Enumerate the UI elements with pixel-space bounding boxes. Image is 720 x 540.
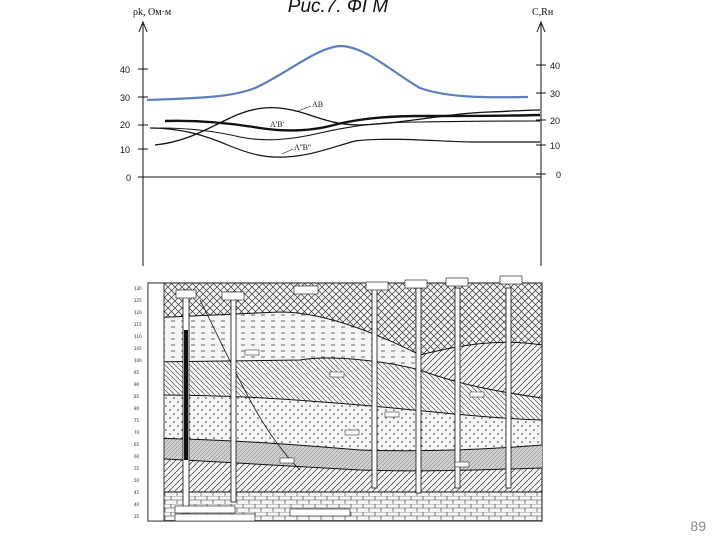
geological-section <box>147 275 543 522</box>
curve-ab2 <box>149 127 540 158</box>
svg-text:120: 120 <box>134 310 142 315</box>
svg-text:65: 65 <box>134 442 140 447</box>
svg-text:100: 100 <box>134 358 142 363</box>
left-tick: 20 <box>120 120 130 130</box>
right-tick: 30 <box>550 89 560 99</box>
svg-text:110: 110 <box>134 334 142 339</box>
svg-text:45: 45 <box>134 490 140 495</box>
svg-text:105: 105 <box>134 346 142 351</box>
right-tick: 20 <box>550 116 560 126</box>
svg-text:55: 55 <box>134 466 140 471</box>
curve-ab1 <box>164 113 541 132</box>
svg-text:50: 50 <box>134 478 140 483</box>
curve-label-ab2: A''B'' <box>294 143 311 152</box>
svg-text:115: 115 <box>134 322 142 327</box>
right-axis <box>536 20 546 266</box>
svg-text:125: 125 <box>134 298 142 303</box>
left-tick: 10 <box>120 145 130 155</box>
left-tick-labels: 40 30 20 10 0 <box>120 65 131 183</box>
left-tick: 30 <box>120 93 130 103</box>
left-tick: 40 <box>120 65 130 75</box>
svg-text:80: 80 <box>134 406 140 411</box>
highlight-curve <box>146 44 529 102</box>
right-tick-labels: 40 30 20 10 0 <box>550 61 561 180</box>
curve-label-ab: AB <box>312 100 323 109</box>
svg-text:85: 85 <box>134 394 140 399</box>
svg-text:95: 95 <box>134 370 140 375</box>
left-tick: 0 <box>126 173 131 183</box>
right-tick: 10 <box>550 141 560 151</box>
svg-text:35: 35 <box>134 514 140 519</box>
right-axis-label: C,Rн <box>532 7 554 18</box>
svg-text:60: 60 <box>134 454 140 459</box>
svg-text:75: 75 <box>134 418 140 423</box>
page-number: 89 <box>690 518 706 534</box>
svg-text:130: 130 <box>134 286 142 291</box>
section-depth-ticks: 130 125 120 115 110 105 100 95 90 85 80 … <box>134 286 142 519</box>
curve-label-ab1: A'B' <box>270 120 285 129</box>
right-tick: 0 <box>556 170 561 180</box>
left-axis <box>138 20 148 266</box>
svg-text:40: 40 <box>134 502 140 507</box>
left-axis-label: ρk, Ом·м <box>133 7 172 18</box>
svg-text:90: 90 <box>134 382 140 387</box>
curve-thin <box>159 120 541 141</box>
svg-text:70: 70 <box>134 430 140 435</box>
slide-title: Рис.7. ФГМ <box>287 0 389 17</box>
right-tick: 40 <box>550 61 560 71</box>
